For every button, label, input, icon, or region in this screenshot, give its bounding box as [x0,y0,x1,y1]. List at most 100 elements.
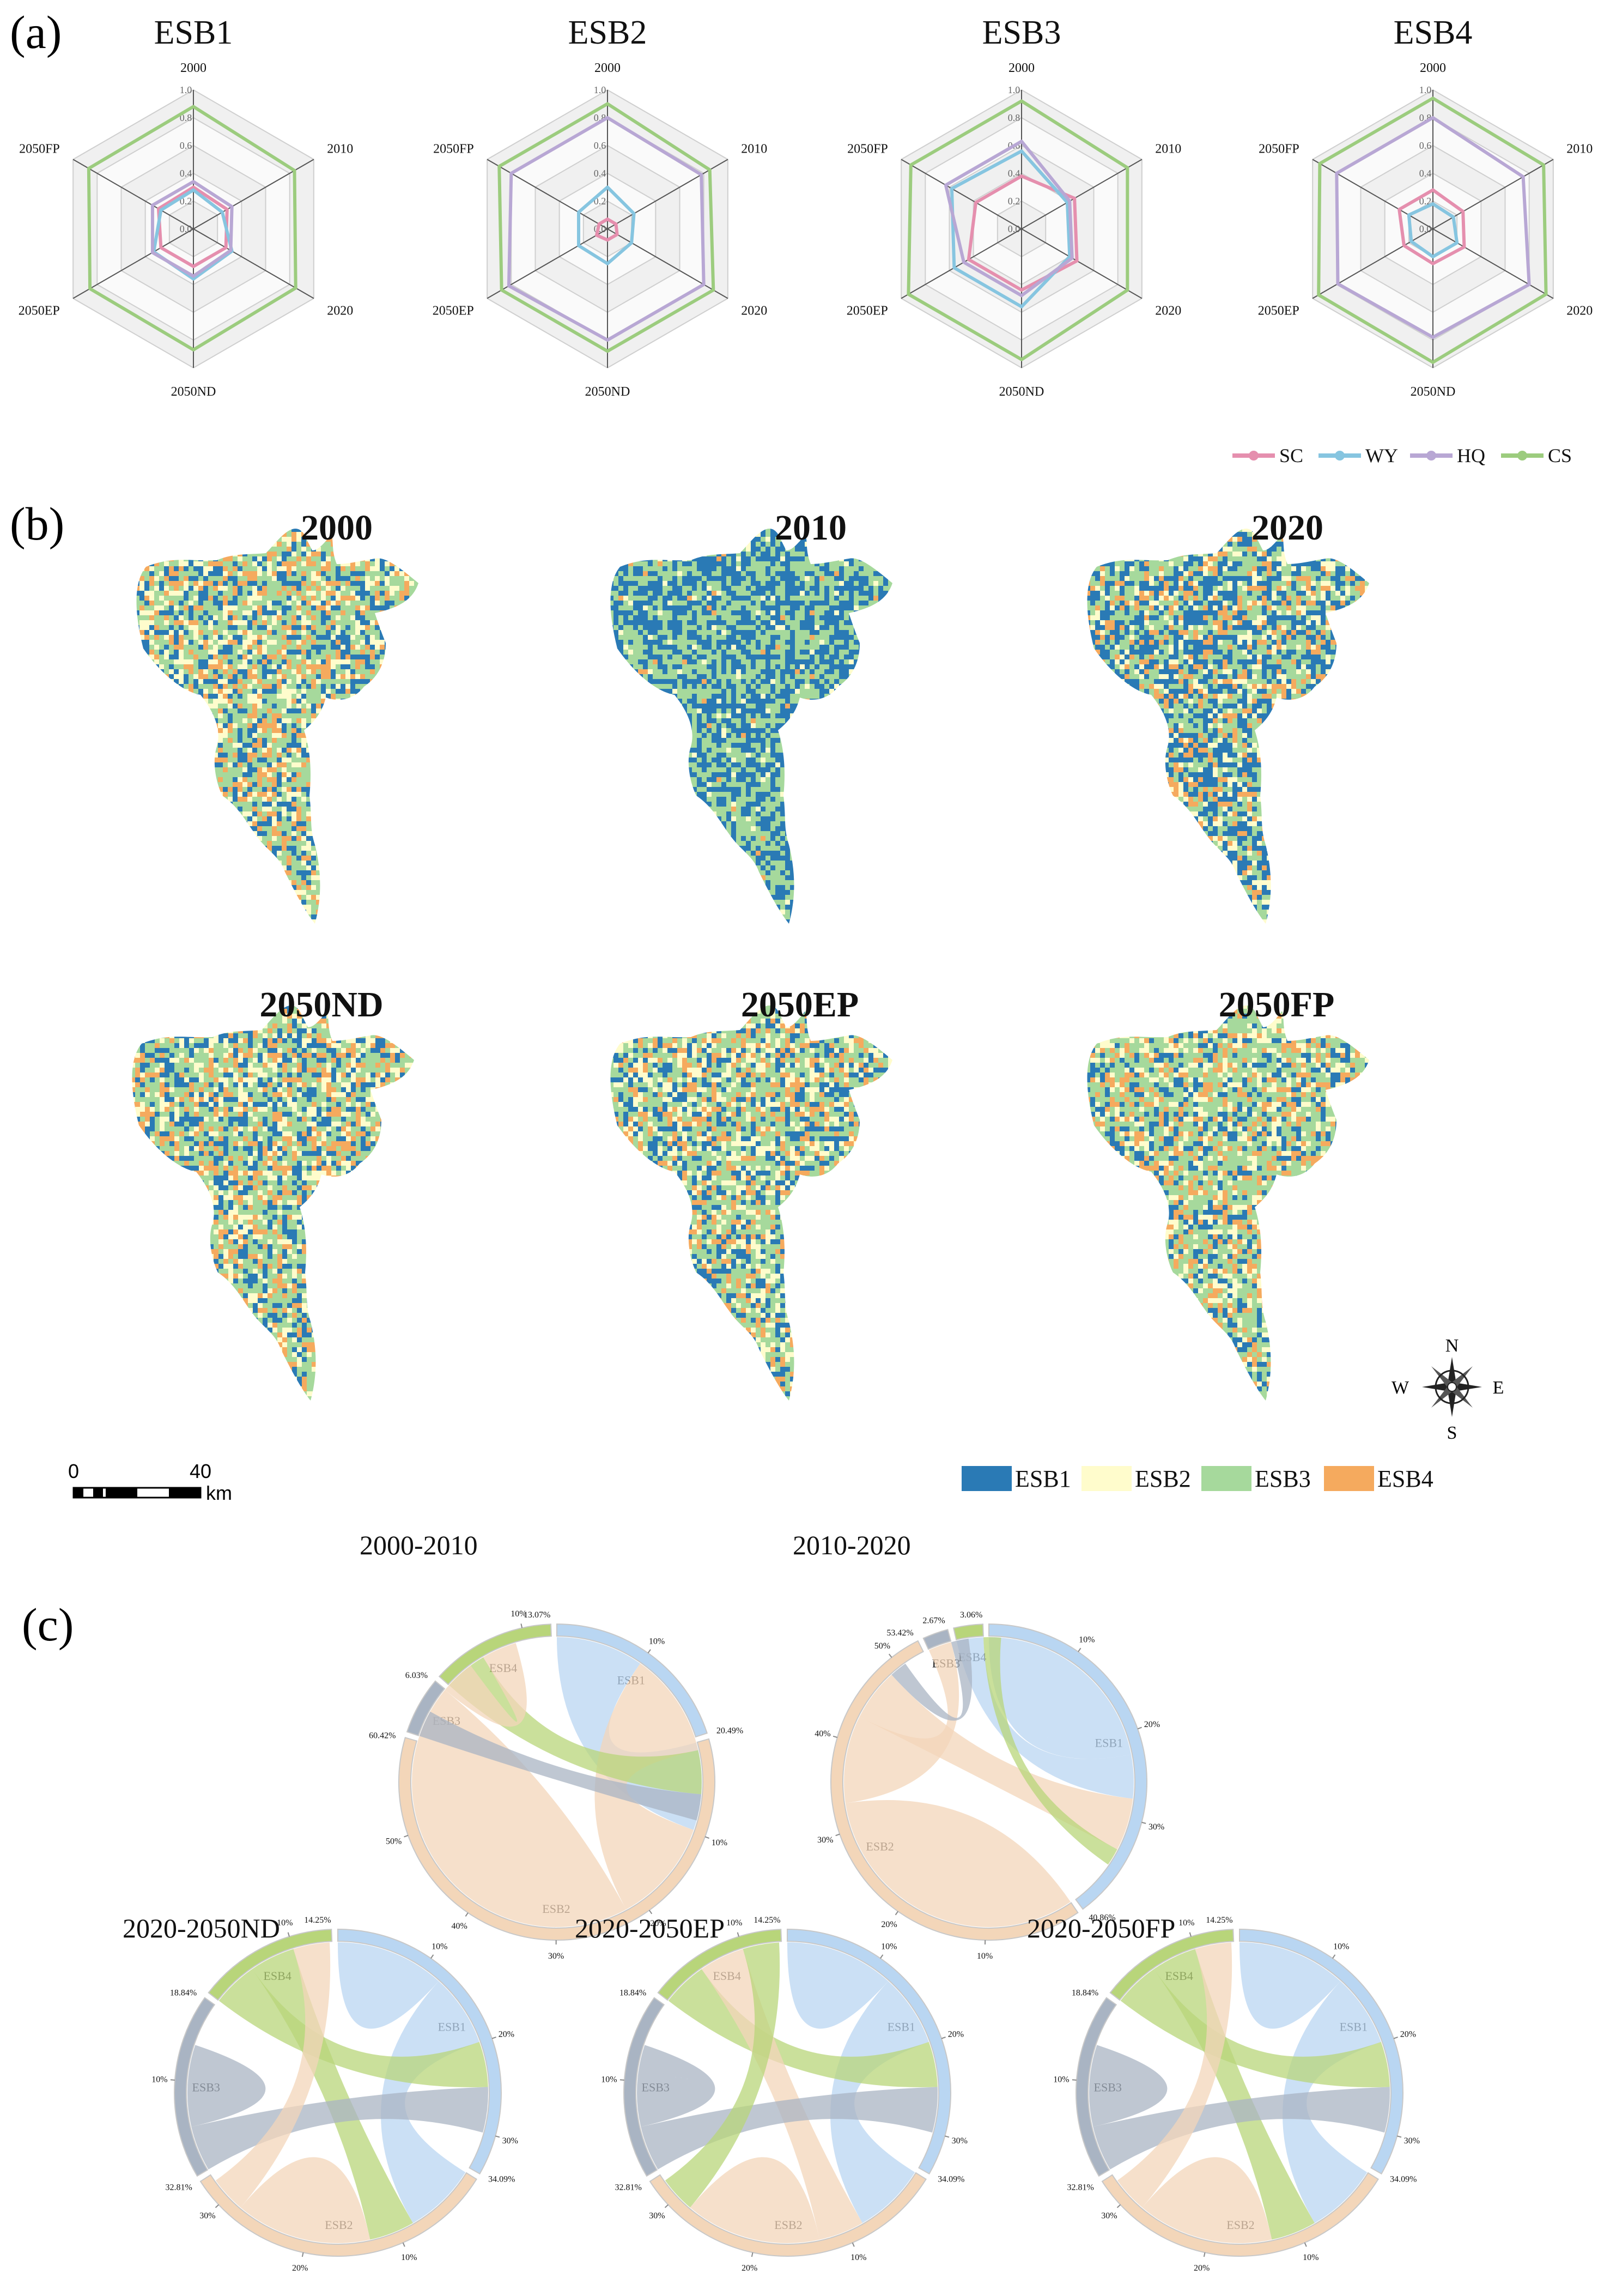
map-cell-esb4 [242,684,247,689]
map-cell-esb4 [370,552,375,556]
map-cell-esb1 [360,571,365,576]
map-cell-esb2 [385,880,390,885]
map-cell-esb3 [404,708,409,713]
map-cell-esb2 [213,811,218,816]
map-cell-esb1 [252,870,257,875]
map-cell-esb1 [409,528,414,532]
map-cell-esb1 [262,890,267,895]
map-cell-esb2 [159,512,164,517]
map-cell-esb4 [287,748,291,753]
map-cell-esb3 [380,596,385,601]
map-cell-esb2 [139,581,144,586]
map-cell-esb3 [218,870,223,875]
map-cell-esb2 [130,601,135,605]
map-cell-esb3 [277,708,282,713]
map-cell-esb4 [198,718,203,723]
radar-series-cs [87,105,297,352]
map-cell-esb3 [390,522,394,527]
map-cell-esb2 [154,679,159,684]
map-cell-esb1 [189,615,193,620]
map-cell-esb1 [179,900,184,905]
map-cell-esb3 [336,748,341,753]
map-cell-esb3 [385,841,390,846]
map-cell-esb3 [136,615,139,620]
map-cell-esb2 [164,601,169,605]
map-cell-esb3 [208,699,213,704]
map-cell-esb2 [203,851,208,856]
map-cell-esb3 [326,704,331,708]
map-cell-esb4 [365,753,370,758]
map-cell-esb1 [169,777,174,782]
map-cell-esb3 [267,615,272,620]
map-cell-esb2 [238,900,242,905]
map-cell-esb3 [144,547,149,552]
map-cell-esb4 [272,890,277,895]
map-cell-esb3 [267,547,272,552]
map-cell-esb2 [179,679,184,684]
map-cell-esb3 [326,728,331,733]
map-cell-esb1 [336,586,341,591]
map-cell-esb3 [189,547,193,552]
map-cell-esb3 [189,807,193,811]
map-cell-esb3 [208,630,213,635]
map-cell-esb3 [149,821,154,826]
radar-ring-label: 0.0 [180,223,192,234]
map-cell-esb2 [306,704,311,708]
map-cell-esb1 [208,571,213,576]
map-cell-esb4 [385,596,390,601]
radar-esb4: ESB42000201020202050ND2050EP2050FP0.00.2… [1258,14,1593,399]
map-cell-esb1 [154,630,159,635]
map-cell-esb4 [355,807,360,811]
map-cell-esb2 [355,816,360,821]
map-cell-esb1 [282,576,287,581]
radar-axis-label: 2010 [1566,142,1593,156]
map-cell-esb3 [360,870,365,875]
map-cell-esb1 [184,679,189,684]
map-cell-esb2 [193,674,198,679]
map-cell-esb2 [184,659,189,664]
map-cell-esb2 [218,895,223,900]
map-cell-esb3 [228,586,233,591]
map-cell-esb1 [262,758,267,762]
map-cell-esb4 [242,601,247,605]
map-cell-esb4 [282,532,287,537]
map-cell-esb3 [419,856,424,861]
map-cell-esb3 [277,645,282,650]
map-cell-esb4 [365,841,370,846]
map-cell-esb4 [385,620,390,625]
map-cell-esb1 [296,528,301,532]
map-cell-esb2 [301,561,306,566]
map-cell-esb3 [390,723,394,728]
map-cell-esb4 [341,723,345,728]
map-cell-esb3 [203,831,208,836]
map-cell-esb3 [169,659,174,664]
map-cell-esb2 [130,556,135,561]
map-cell-esb2 [316,831,321,836]
map-cell-esb2 [409,581,414,586]
map-cell-esb3 [394,807,399,811]
map-cell-esb2 [311,851,316,856]
map-cell-esb1 [394,708,399,713]
map-cell-esb2 [184,532,189,537]
map-cell-esb3 [149,816,154,821]
map-cell-esb3 [345,733,350,738]
map-cell-esb2 [198,905,203,910]
map-cell-esb3 [355,566,360,571]
map-cell-esb1 [331,669,336,674]
map-cell-esb2 [164,748,169,753]
map-cell-esb2 [321,713,326,718]
map-cell-esb2 [169,669,174,674]
map-cell-esb2 [179,630,184,635]
map-cell-esb2 [247,635,252,640]
map-cell-esb1 [189,895,193,900]
map-cell-esb4 [360,704,365,708]
map-cell-esb3 [321,772,326,777]
map-cell-esb1 [370,885,375,890]
map-cell-esb4 [404,522,409,527]
map-cell-esb3 [164,762,169,767]
map-cell-esb3 [149,762,154,767]
map-cell-esb2 [419,895,424,900]
map-cell-esb2 [360,708,365,713]
map-cell-esb4 [218,728,223,733]
map-cell-esb3 [321,782,326,787]
